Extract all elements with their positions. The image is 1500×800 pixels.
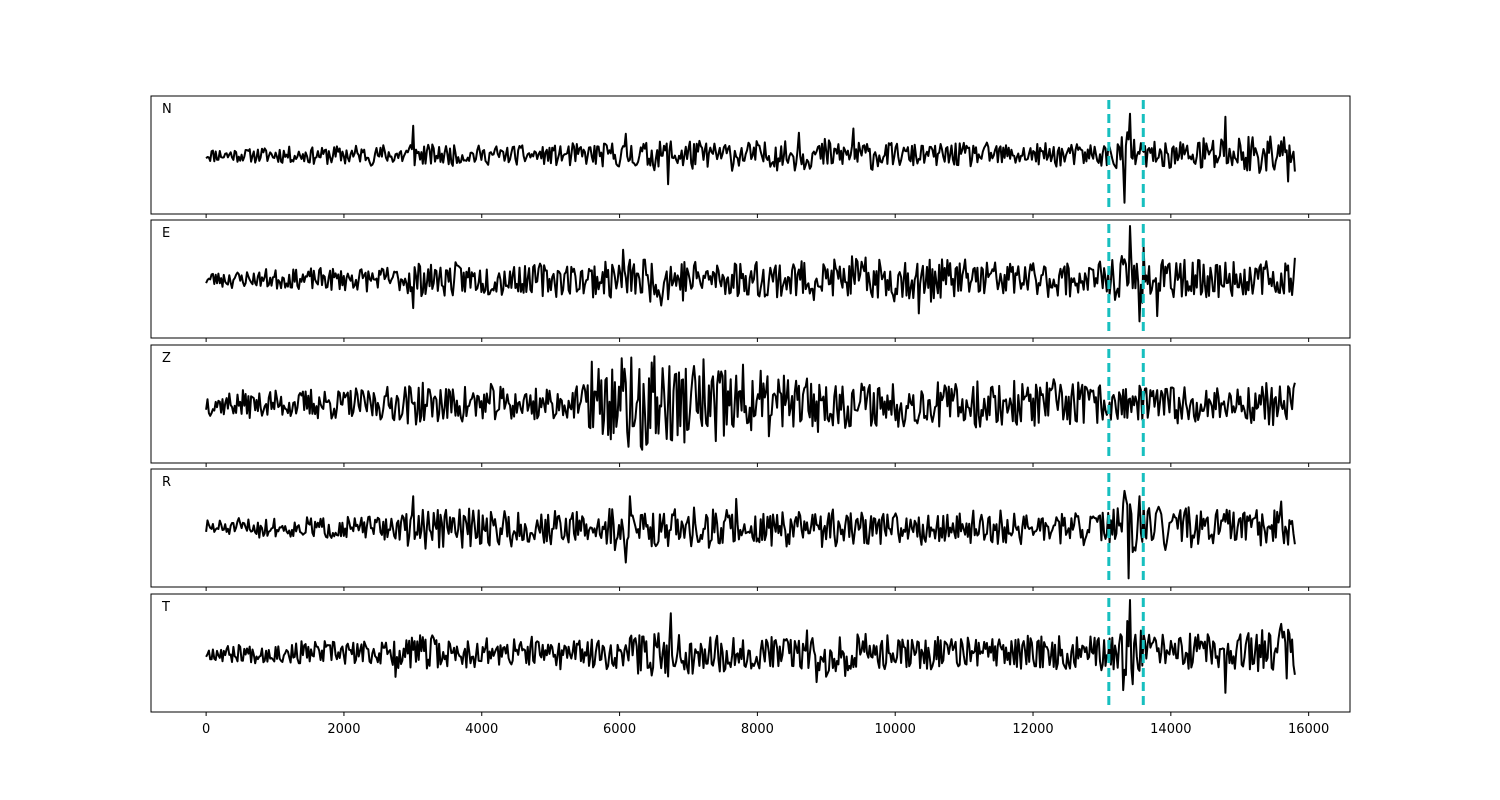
panel-n: N [150, 95, 1351, 218]
panel-frame [150, 95, 1351, 215]
panel-r: R [150, 468, 1351, 591]
x-axis-labels: 0 2000 4000 6000 8000 10000 12000 14000 16000 [202, 722, 1329, 737]
channel-label: R [162, 475, 171, 490]
channel-label: E [162, 226, 170, 241]
panel-frame [150, 593, 1351, 713]
panel-frame [150, 468, 1351, 588]
panel-frame [150, 219, 1351, 339]
panel-frame [150, 344, 1351, 464]
trace-n [205, 112, 1296, 204]
x-tick-label: 4000 [465, 722, 498, 737]
trace-t [205, 599, 1296, 694]
trace-r [205, 489, 1296, 580]
panel-t: T [150, 593, 1351, 716]
x-tick-label: 16000 [1288, 722, 1329, 737]
x-tick-label: 12000 [1012, 722, 1053, 737]
x-tick-label: 6000 [603, 722, 636, 737]
panel-e: E [150, 219, 1351, 342]
trace-e [205, 225, 1296, 323]
x-tick-label: 8000 [741, 722, 774, 737]
x-tick-label: 10000 [875, 722, 916, 737]
trace-z [205, 355, 1296, 451]
x-tick-label: 0 [202, 722, 210, 737]
x-tick-label: 2000 [327, 722, 360, 737]
panel-z: Z [150, 344, 1351, 467]
channel-label: T [161, 600, 170, 615]
channel-label: N [162, 102, 172, 117]
x-tick-label: 14000 [1150, 722, 1191, 737]
channel-label: Z [162, 351, 171, 366]
